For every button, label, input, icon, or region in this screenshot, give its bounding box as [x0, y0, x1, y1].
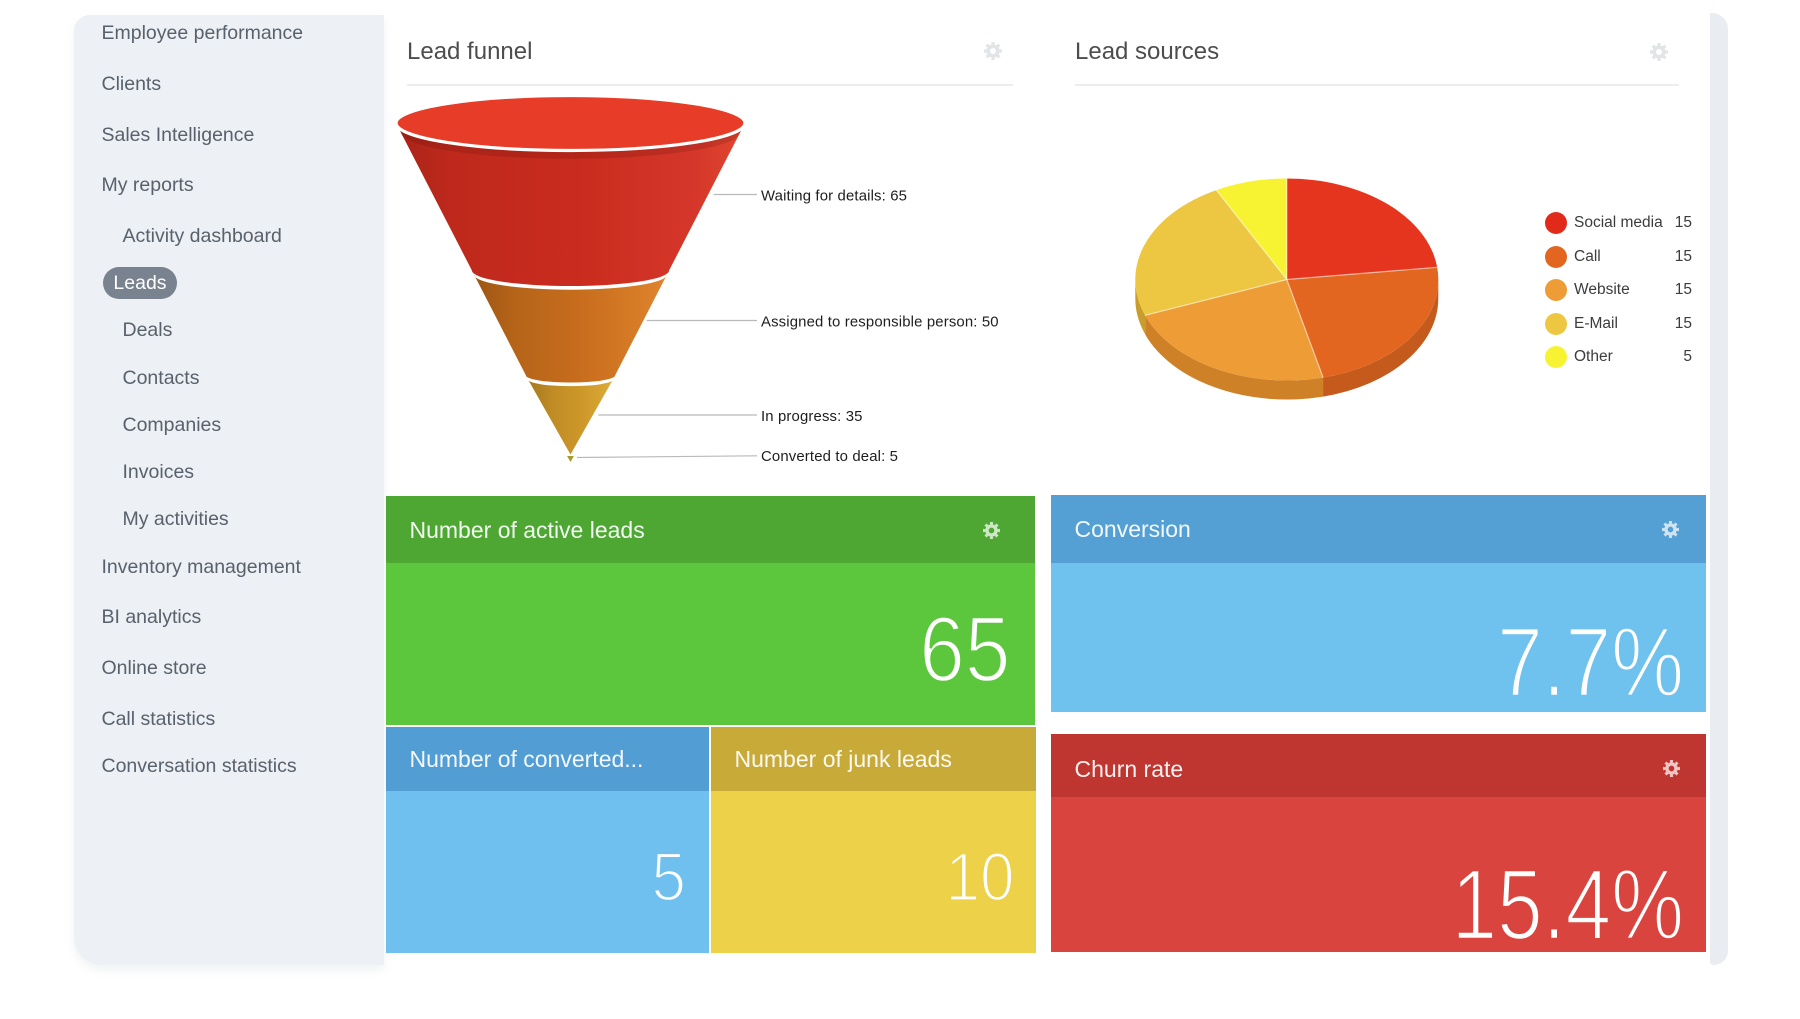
- svg-text:Assigned to responsible person: Assigned to responsible person: 50: [761, 314, 999, 330]
- svg-text:Converted to deal: 5: Converted to deal: 5: [761, 449, 898, 465]
- svg-text:Waiting for details: 65: Waiting for details: 65: [761, 188, 907, 204]
- svg-text:In progress: 35: In progress: 35: [761, 409, 863, 425]
